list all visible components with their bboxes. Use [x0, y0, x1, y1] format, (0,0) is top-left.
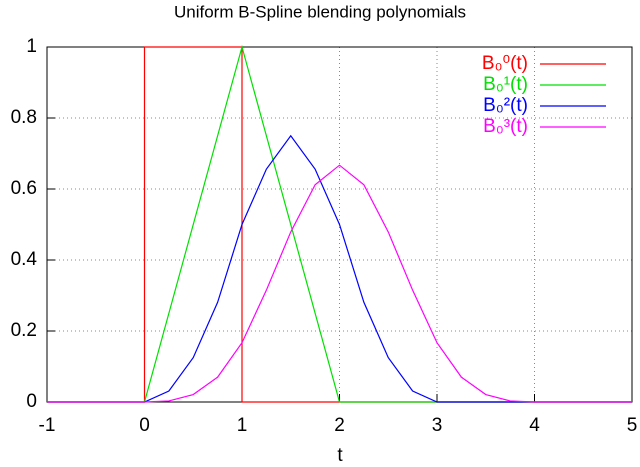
x-tick-label: 0 [139, 415, 150, 436]
x-axis-label: t [337, 445, 343, 466]
x-tick-label: 4 [529, 415, 540, 436]
data-line [47, 164, 632, 403]
y-tick-label: 0.8 [11, 107, 37, 128]
y-tick-label: 0.2 [11, 320, 37, 341]
data-line [47, 134, 632, 403]
legend-label: B₀³(t) [483, 116, 528, 137]
x-tick-label: 2 [334, 415, 345, 436]
chart-title: Uniform B-Spline blending polynomials [174, 2, 466, 21]
x-tick-label: 1 [237, 415, 248, 436]
x-tick-label: -1 [39, 415, 56, 436]
y-tick-label: 0.4 [11, 249, 38, 270]
y-tick-label: 0 [26, 391, 37, 412]
x-tick-label: 5 [627, 415, 638, 436]
legend-label: B₀²(t) [483, 95, 528, 116]
y-tick-label: 1 [26, 36, 37, 57]
y-tick-label: 0.6 [11, 178, 37, 199]
legend-label: B₀⁰(t) [482, 53, 528, 74]
x-tick-label: 3 [432, 415, 443, 436]
legend-label: B₀¹(t) [483, 74, 528, 95]
